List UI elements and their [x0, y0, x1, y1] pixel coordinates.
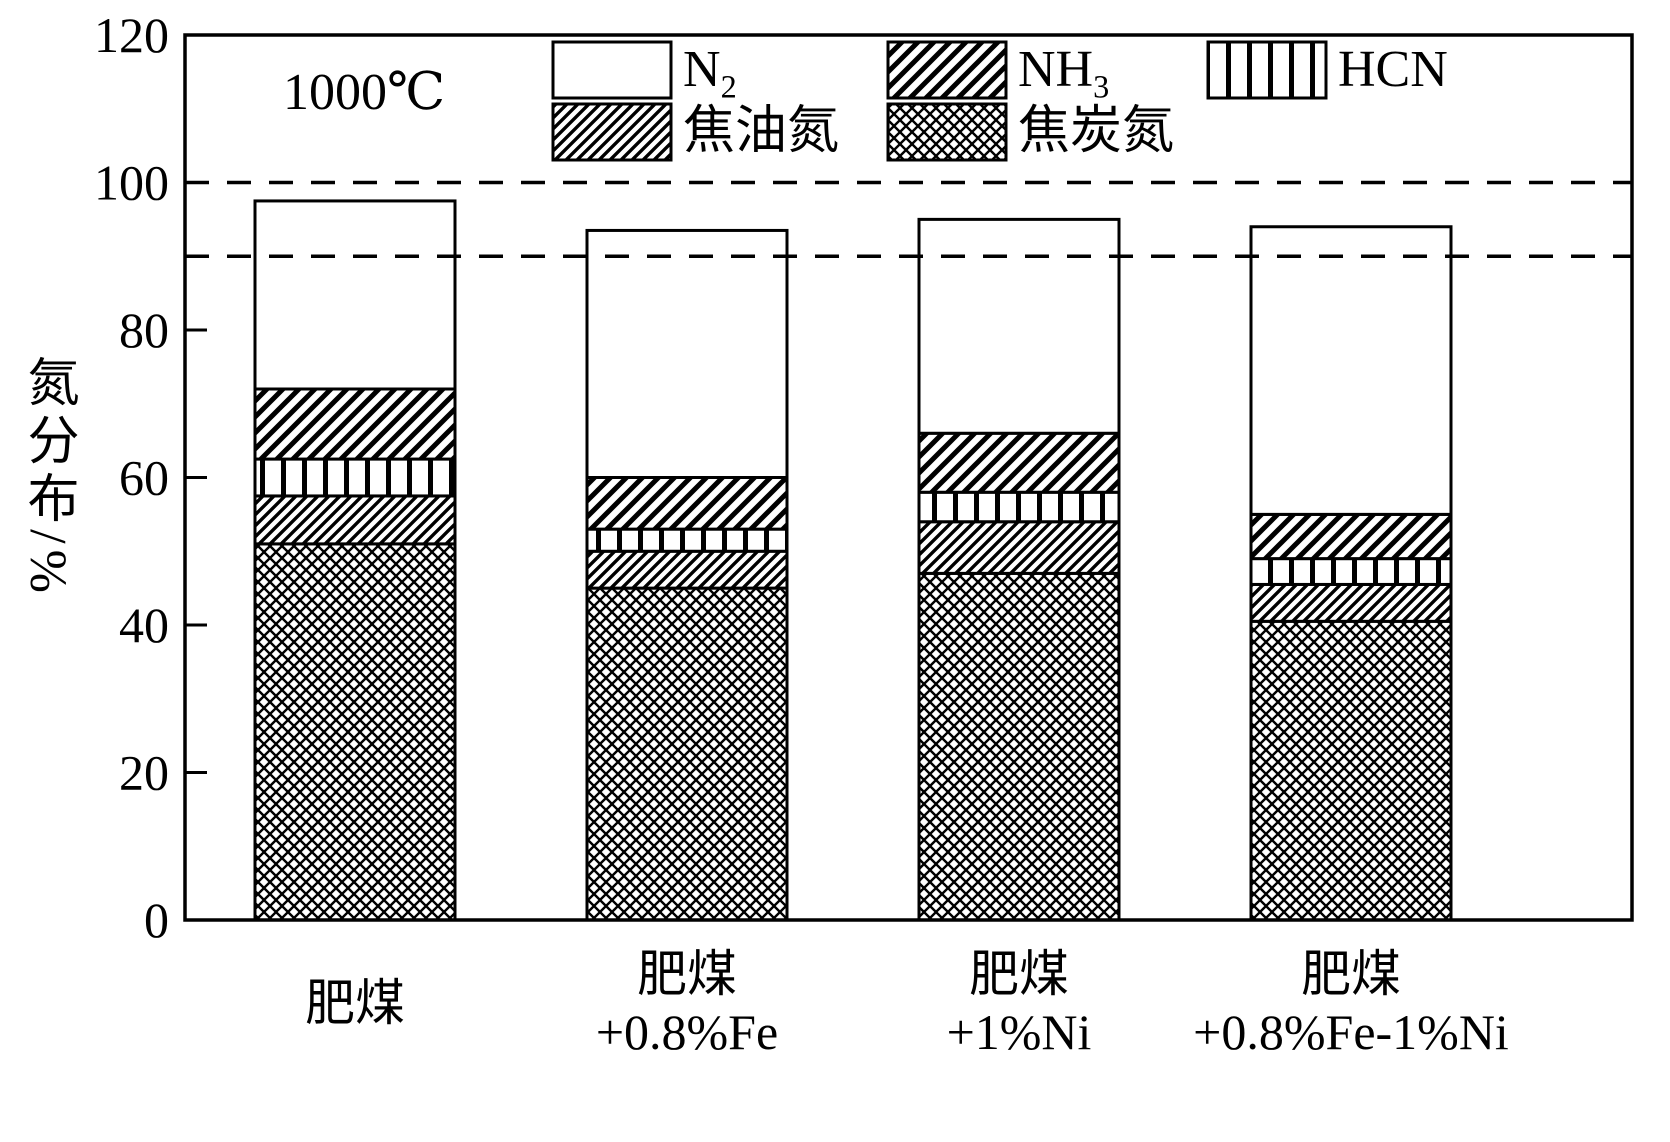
bar-2-segment-nh3	[917, 431, 1121, 494]
bar-0-segment-tar-n	[253, 494, 457, 546]
bar-0-segment-hcn	[253, 457, 457, 498]
category-label-line: +1%Ni	[946, 1004, 1092, 1060]
bar-3-segment-n2	[1249, 225, 1453, 516]
category-label-line: 肥煤	[636, 946, 737, 1002]
legend-label-nh3-sub: 3	[1093, 68, 1110, 105]
y-tick-label: 120	[94, 7, 169, 63]
legend-label-nh3-text: NH	[1018, 41, 1094, 98]
bar-3-segment-char-n	[1249, 619, 1453, 922]
y-tick-label: 100	[94, 155, 169, 211]
bar-2-segment-n2	[917, 217, 1121, 435]
category-label-2: 肥煤 +1%Ni	[947, 940, 1092, 1066]
bar-1-segment-char-n	[585, 586, 789, 922]
bar-1-segment-hcn	[585, 527, 789, 553]
category-label-3: 肥煤 +0.8%Fe-1%Ni	[1193, 940, 1509, 1066]
bar-0-segment-nh3	[253, 387, 457, 461]
bar-0-segment-char-n	[253, 542, 457, 922]
temperature-annotation: 1000℃	[283, 64, 446, 121]
bar-2-segment-tar-n	[917, 520, 1121, 575]
bar-0-segment-n2	[253, 199, 457, 391]
x-axis-labels: 肥煤 肥煤 +0.8%Fe 肥煤 +1%Ni 肥煤 +0.8%Fe-1%Ni	[0, 940, 1670, 1130]
y-tick-label: 20	[119, 745, 169, 801]
legend-swatch-char-n	[886, 102, 1008, 162]
bar-1-segment-nh3	[585, 476, 789, 531]
legend-label-nh3: NH3	[1018, 41, 1109, 103]
bar-3-segment-nh3	[1249, 512, 1453, 561]
bar-2-segment-hcn	[917, 490, 1121, 524]
legend-label-char-n-text: 焦炭氮	[1018, 103, 1175, 160]
y-axis-title: 氮分布/%	[19, 355, 76, 599]
legend-label-tar-n: 焦油氮	[683, 104, 839, 160]
legend-label-char-n: 焦炭氮	[1018, 104, 1174, 160]
bar-2-segment-char-n	[917, 571, 1121, 922]
legend-swatch-n2	[551, 40, 673, 100]
category-label-line: 肥煤	[305, 975, 405, 1031]
category-label-line: 肥煤	[1301, 946, 1401, 1002]
legend-label-n2: N2	[683, 41, 737, 103]
category-label-line: 肥煤	[968, 946, 1069, 1002]
y-tick-label: 0	[144, 892, 169, 948]
category-label-1: 肥煤 +0.8%Fe	[596, 940, 778, 1066]
legend-label-hcn-text: HCN	[1338, 41, 1448, 98]
legend-label-n2-sub: 2	[720, 68, 737, 105]
bar-3-segment-tar-n	[1249, 582, 1453, 623]
bar-1-segment-n2	[585, 228, 789, 479]
legend-label-n2-text: N	[683, 41, 721, 98]
category-label-line: +0.8%Fe-1%Ni	[1193, 1004, 1509, 1060]
legend-swatch-hcn	[1206, 40, 1328, 100]
y-tick-label: 60	[119, 450, 169, 506]
legend-swatch-tar-n	[551, 102, 673, 162]
category-label-0: 肥煤	[305, 940, 405, 1066]
legend-swatch-nh3	[886, 40, 1008, 100]
y-tick-label: 40	[119, 597, 169, 653]
legend-label-hcn: HCN	[1338, 42, 1448, 98]
legend-label-tar-n-text: 焦油氮	[683, 103, 840, 160]
bar-1-segment-tar-n	[585, 549, 789, 590]
y-tick-label: 80	[119, 302, 169, 358]
bar-3-segment-hcn	[1249, 557, 1453, 586]
category-label-line: +0.8%Fe	[595, 1004, 779, 1060]
